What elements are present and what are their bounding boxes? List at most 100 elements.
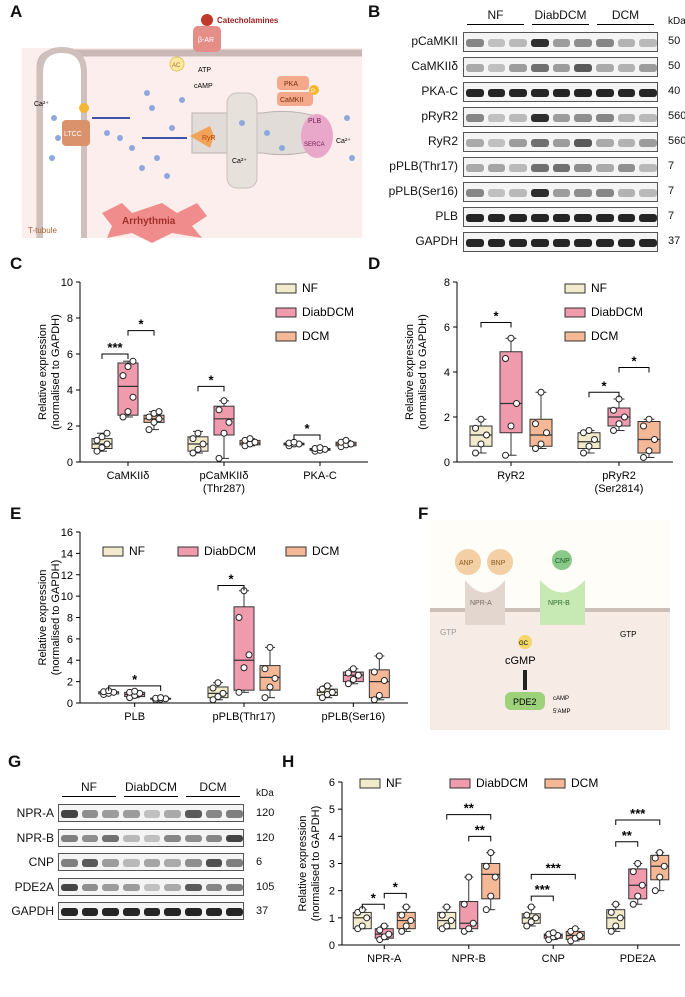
data-point [375, 692, 383, 700]
blot-band [617, 89, 636, 97]
y-axis-label: (normalised to GAPDH) [50, 560, 62, 676]
x-tick-label-pplb-thr17: pPLB(Thr17) [213, 711, 276, 723]
blot-band [617, 114, 636, 122]
blot-g-group-underline [124, 796, 178, 797]
box-diabdcm [233, 606, 255, 691]
data-point [98, 433, 106, 441]
y-tick-label: 4 [444, 367, 450, 379]
y-tick-label: 1 [329, 913, 335, 925]
data-point [235, 614, 243, 621]
data-point [645, 447, 653, 455]
data-point [342, 436, 350, 444]
legend-swatch-dcm [285, 546, 307, 557]
data-point [214, 693, 222, 701]
legend-label-dcm: DCM [591, 329, 618, 343]
blot-band [509, 214, 527, 222]
blot-g-row-label-npr-b: NPR-B [16, 830, 54, 845]
data-point [235, 688, 243, 696]
blot-band [185, 908, 202, 916]
data-point [656, 849, 664, 857]
data-point [615, 420, 623, 428]
blot-band [466, 214, 484, 222]
blot-b-strip-camkii [463, 57, 658, 77]
data-point [482, 862, 490, 870]
blot-band [552, 64, 571, 72]
blot-band [574, 114, 592, 122]
blot-band [226, 834, 243, 843]
data-point [532, 420, 539, 428]
data-point [591, 436, 598, 443]
chart-d: 0 2 4 6 8 Relative expression (normalised to G… [404, 277, 673, 495]
blot-b-kda-pcamkii: 50 [668, 35, 681, 47]
t-tubule-label: T-tubule [28, 226, 57, 235]
arrhythmia-burst [102, 203, 207, 243]
y-tick-label: 2 [444, 412, 450, 424]
y-tick-label: 2 [67, 421, 73, 433]
data-point [502, 451, 509, 459]
blot-band [123, 834, 140, 843]
blot-b-kda-gapdh: 37 [668, 235, 681, 247]
data-point [607, 908, 615, 916]
pka-box [277, 76, 309, 90]
data-point [634, 892, 642, 900]
atp-label: ATP [198, 67, 211, 74]
panel-letter-f: F [418, 504, 429, 523]
blot-b-strip-plb [463, 207, 658, 227]
y-tick-label: 10 [61, 591, 73, 603]
data-point [523, 922, 531, 930]
x-tick-label-ryr2: RyR2 [497, 470, 525, 482]
data-point [271, 674, 279, 682]
blot-band [487, 139, 506, 147]
data-point [93, 447, 101, 455]
panel-letter-a: A [10, 2, 23, 21]
blot-band [226, 859, 243, 867]
cardiomyocyte-schematic: T-tubule Catecholamines β-AR AC ATP cAMP… [22, 14, 362, 243]
x-tick-label-plb: PLB [124, 711, 145, 723]
significance-bracket [615, 819, 661, 826]
blot-b-row-label-pplb-thr17: pPLB(Thr17) [389, 159, 458, 173]
blot-g-strip-cnp [58, 853, 244, 871]
data-point [290, 438, 298, 446]
data-point [607, 927, 615, 935]
data-point [129, 393, 137, 401]
calcium-ions [49, 90, 355, 179]
blot-band [552, 239, 571, 247]
blot-band [61, 810, 78, 818]
blot-b-row-label-gapdh: GAPDH [415, 234, 458, 248]
x-tick-label-pryr2: pRyR2 [602, 470, 636, 482]
chart-h: 0 1 2 3 4 5 6 Relative expression (normalised to… [297, 776, 680, 965]
y-tick-label: 16 [61, 527, 73, 539]
legend-swatch-nf [102, 546, 124, 557]
legend-label-dcm: DCM [312, 544, 339, 558]
ac-label: AC [172, 63, 181, 69]
blot-band [509, 64, 527, 72]
blot-band [487, 164, 506, 172]
catecholamine-icon [201, 14, 213, 26]
blot-b-strip-gapdh [463, 232, 658, 252]
panel-letter-h: H [282, 752, 295, 771]
significance-label: * [304, 421, 310, 436]
data-point [638, 881, 646, 889]
y-axis-label: Relative expression [297, 816, 309, 912]
data-point [347, 440, 355, 448]
data-point [98, 444, 106, 452]
blot-g-row-label-npr-a: NPR-A [16, 806, 54, 820]
blot-g-strip-npr-b [58, 828, 244, 847]
blot-band [552, 189, 571, 197]
blot-band [466, 139, 484, 147]
significance-bracket [588, 391, 620, 398]
data-point [358, 922, 366, 930]
blot-band [531, 114, 549, 122]
blot-band [487, 39, 506, 47]
blot-band [574, 189, 592, 197]
significance-bracket [615, 841, 639, 847]
blot-band [552, 39, 571, 47]
blot-band [143, 859, 161, 867]
blot-band [164, 834, 181, 843]
data-point [370, 696, 378, 704]
data-point [214, 679, 222, 687]
data-point [651, 436, 658, 443]
y-tick-label: 2 [329, 886, 335, 898]
blot-b-row-label-pcamkii: pCaMKII [411, 34, 458, 48]
blot-band [205, 883, 223, 892]
